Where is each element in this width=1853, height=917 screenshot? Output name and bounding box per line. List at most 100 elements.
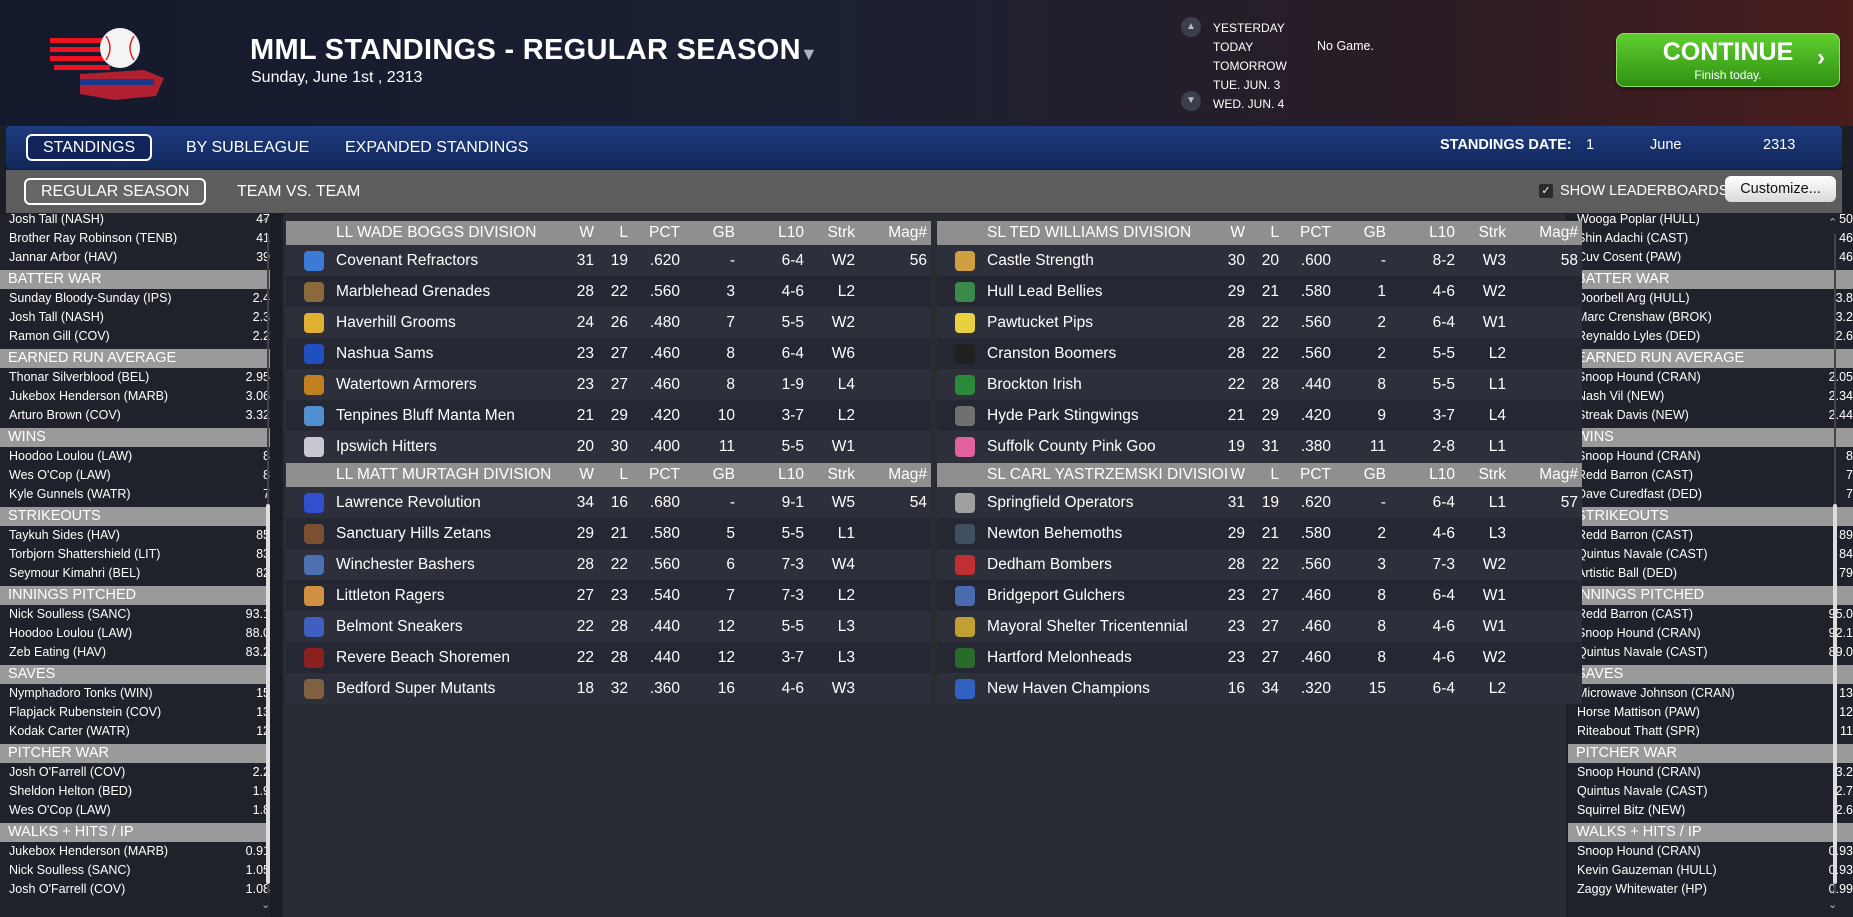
column-header-mag-num[interactable]: Mag# bbox=[888, 224, 927, 241]
leader-row[interactable]: Josh Tall (NASH) 47 bbox=[0, 214, 270, 229]
scroll-thumb[interactable] bbox=[266, 504, 270, 884]
chevron-up-icon[interactable]: ▲ bbox=[1181, 17, 1201, 37]
team-row[interactable]: Mayoral Shelter Tricentennial 23 27 .460 8 4-… bbox=[937, 611, 1582, 642]
column-header-strk[interactable]: Strk bbox=[827, 466, 855, 483]
column-header-strk[interactable]: Strk bbox=[1478, 466, 1506, 483]
team-name[interactable]: Newton Behemoths bbox=[987, 525, 1123, 542]
leader-row[interactable]: Squirrel Bitz (NEW) 2.6 bbox=[1568, 801, 1853, 820]
tab-by-subleague[interactable]: BY SUBLEAGUE bbox=[186, 139, 310, 156]
show-leaderboards-checkbox[interactable]: ✓ bbox=[1539, 184, 1553, 198]
chevron-down-icon[interactable]: ▼ bbox=[1181, 91, 1201, 111]
team-row[interactable]: Bedford Super Mutants 18 32 .360 16 4-6 W3 bbox=[286, 673, 931, 704]
team-row[interactable]: Revere Beach Shoremen 22 28 .440 12 3-7 L3 bbox=[286, 642, 931, 673]
team-row[interactable]: Marblehead Grenades 28 22 .560 3 4-6 L2 bbox=[286, 276, 931, 307]
team-name[interactable]: Castle Strength bbox=[987, 252, 1094, 269]
team-row[interactable]: Watertown Armorers 23 27 .460 8 1-9 L4 bbox=[286, 369, 931, 400]
leader-row[interactable]: Hoodoo Loulou (LAW) 88.0 bbox=[0, 624, 270, 643]
scroll-down-icon[interactable]: ⌄ bbox=[261, 899, 271, 911]
team-name[interactable]: Bedford Super Mutants bbox=[336, 680, 496, 697]
column-header-mag-num[interactable]: Mag# bbox=[888, 466, 927, 483]
column-header-l10[interactable]: L10 bbox=[1429, 224, 1455, 241]
leader-row[interactable]: Thonar Silverblood (BEL) 2.95 bbox=[0, 368, 270, 387]
column-header-w[interactable]: W bbox=[1230, 466, 1245, 483]
column-header-strk[interactable]: Strk bbox=[827, 224, 855, 241]
day-item[interactable]: TODAY bbox=[1213, 40, 1254, 54]
team-name[interactable]: Cranston Boomers bbox=[987, 345, 1117, 362]
leader-row[interactable]: Josh O'Farrell (COV) 1.08 bbox=[0, 880, 270, 899]
leader-row[interactable]: Microwave Johnson (CRAN) 13 bbox=[1568, 684, 1853, 703]
leader-row[interactable]: Doorbell Arg (HULL) 3.8 bbox=[1568, 289, 1853, 308]
team-name[interactable]: Nashua Sams bbox=[336, 345, 434, 362]
leader-row[interactable]: Kodak Carter (WATR) 12 bbox=[0, 722, 270, 741]
column-header-mag-num[interactable]: Mag# bbox=[1539, 466, 1578, 483]
team-row[interactable]: Springfield Operators 31 19 .620 - 6-4 L1 57 bbox=[937, 487, 1582, 518]
title-dropdown-icon[interactable]: ▼ bbox=[800, 44, 818, 64]
tab-regular-season[interactable]: REGULAR SEASON bbox=[24, 178, 207, 205]
leader-row[interactable]: Kyle Gunnels (WATR) 7 bbox=[0, 485, 270, 504]
team-name[interactable]: Lawrence Revolution bbox=[336, 494, 481, 511]
team-name[interactable]: Hartford Melonheads bbox=[987, 649, 1132, 666]
leader-row[interactable]: Riteabout Thatt (SPR) 11 bbox=[1568, 722, 1853, 741]
tab-standings[interactable]: STANDINGS bbox=[26, 134, 153, 161]
leader-row[interactable]: Nick Soulless (SANC) 1.05 bbox=[0, 861, 270, 880]
team-row[interactable]: Suffolk County Pink Goo 19 31 .380 11 2-8 L1 bbox=[937, 431, 1582, 462]
team-name[interactable]: Belmont Sneakers bbox=[336, 618, 463, 635]
column-header-w[interactable]: W bbox=[579, 224, 594, 241]
team-row[interactable]: Newton Behemoths 29 21 .580 2 4-6 L3 bbox=[937, 518, 1582, 549]
team-row[interactable]: Bridgeport Gulchers 23 27 .460 8 6-4 W1 bbox=[937, 580, 1582, 611]
team-row[interactable]: Tenpines Bluff Manta Men 21 29 .420 10 3-7 L2 bbox=[286, 400, 931, 431]
day-item[interactable]: TOMORROW bbox=[1213, 59, 1287, 73]
column-header-l10[interactable]: L10 bbox=[1429, 466, 1455, 483]
left-scrollbar[interactable]: ⌃ ⌄ bbox=[261, 214, 274, 914]
column-header-w[interactable]: W bbox=[1230, 224, 1245, 241]
leader-row[interactable]: Shin Adachi (CAST) 46 bbox=[1568, 229, 1853, 248]
leader-row[interactable]: Brother Ray Robinson (TENB) 41 bbox=[0, 229, 270, 248]
team-row[interactable]: Castle Strength 30 20 .600 - 8-2 W3 58 bbox=[937, 245, 1582, 276]
column-header-w[interactable]: W bbox=[579, 466, 594, 483]
standings-date-month[interactable]: June bbox=[1650, 137, 1682, 153]
column-header-strk[interactable]: Strk bbox=[1478, 224, 1506, 241]
team-name[interactable]: Covenant Refractors bbox=[336, 252, 479, 269]
column-header-gb[interactable]: GB bbox=[1363, 224, 1386, 241]
leader-row[interactable]: Jukebox Henderson (MARB) 0.91 bbox=[0, 842, 270, 861]
team-name[interactable]: Revere Beach Shoremen bbox=[336, 649, 511, 666]
column-header-gb[interactable]: GB bbox=[712, 224, 735, 241]
team-name[interactable]: Watertown Armorers bbox=[336, 376, 477, 393]
day-item[interactable]: TUE. JUN. 3 bbox=[1213, 78, 1281, 92]
right-scrollbar[interactable]: ⌃ ⌄ bbox=[1828, 214, 1841, 914]
column-header-gb[interactable]: GB bbox=[712, 466, 735, 483]
team-row[interactable]: New Haven Champions 16 34 .320 15 6-4 L2 bbox=[937, 673, 1582, 704]
team-row[interactable]: Ipswich Hitters 20 30 .400 11 5-5 W1 bbox=[286, 431, 931, 462]
leader-row[interactable]: Cuv Cosent (PAW) 46 bbox=[1568, 248, 1853, 267]
team-row[interactable]: Covenant Refractors 31 19 .620 - 6-4 W2 56 bbox=[286, 245, 931, 276]
leader-row[interactable]: Jukebox Henderson (MARB) 3.06 bbox=[0, 387, 270, 406]
leader-row[interactable]: Nymphadoro Tonks (WIN) 15 bbox=[0, 684, 270, 703]
team-name[interactable]: Sanctuary Hills Zetans bbox=[336, 525, 492, 542]
leader-row[interactable]: Wes O'Cop (LAW) 1.8 bbox=[0, 801, 270, 820]
leader-row[interactable]: Zaggy Whitewater (HP) 0.99 bbox=[1568, 880, 1853, 899]
leader-row[interactable]: Quintus Navale (CAST) 2.7 bbox=[1568, 782, 1853, 801]
leader-row[interactable]: Jannar Arbor (HAV) 39 bbox=[0, 248, 270, 267]
team-name[interactable]: Pawtucket Pips bbox=[987, 314, 1093, 331]
team-name[interactable]: Littleton Ragers bbox=[336, 587, 445, 604]
team-row[interactable]: Littleton Ragers 27 23 .540 7 7-3 L2 bbox=[286, 580, 931, 611]
column-header-l[interactable]: L bbox=[1270, 224, 1279, 241]
leader-row[interactable]: Quintus Navale (CAST) 89.0 bbox=[1568, 643, 1853, 662]
leader-row[interactable]: Snoop Hound (CRAN) 92.1 bbox=[1568, 624, 1853, 643]
team-row[interactable]: Winchester Bashers 28 22 .560 6 7-3 W4 bbox=[286, 549, 931, 580]
team-row[interactable]: Cranston Boomers 28 22 .560 2 5-5 L2 bbox=[937, 338, 1582, 369]
team-row[interactable]: Lawrence Revolution 34 16 .680 - 9-1 W5 54 bbox=[286, 487, 931, 518]
team-name[interactable]: Hyde Park Stingwings bbox=[987, 407, 1139, 424]
team-row[interactable]: Pawtucket Pips 28 22 .560 2 6-4 W1 bbox=[937, 307, 1582, 338]
team-row[interactable]: Nashua Sams 23 27 .460 8 6-4 W6 bbox=[286, 338, 931, 369]
team-name[interactable]: Brockton Irish bbox=[987, 376, 1082, 393]
leader-row[interactable]: Dave Curedfast (DED) 7 bbox=[1568, 485, 1853, 504]
team-row[interactable]: Brockton Irish 22 28 .440 8 5-5 L1 bbox=[937, 369, 1582, 400]
team-name[interactable]: Hull Lead Bellies bbox=[987, 283, 1103, 300]
team-name[interactable]: New Haven Champions bbox=[987, 680, 1150, 697]
team-row[interactable]: Belmont Sneakers 22 28 .440 12 5-5 L3 bbox=[286, 611, 931, 642]
team-row[interactable]: Sanctuary Hills Zetans 29 21 .580 5 5-5 L1 bbox=[286, 518, 931, 549]
leader-row[interactable]: Horse Mattison (PAW) 12 bbox=[1568, 703, 1853, 722]
team-name[interactable]: Mayoral Shelter Tricentennial bbox=[987, 618, 1188, 635]
column-header-pct[interactable]: PCT bbox=[1300, 466, 1331, 483]
